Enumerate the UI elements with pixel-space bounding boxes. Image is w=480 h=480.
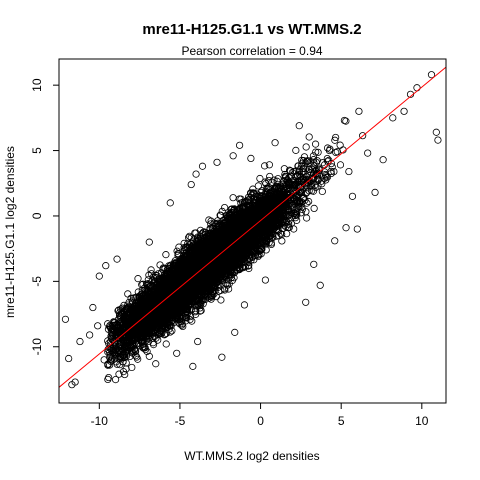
data-point [313, 174, 322, 182]
data-point [254, 182, 262, 190]
data-point [128, 363, 136, 372]
data-point [162, 340, 170, 348]
x-axis-label: WT.MMS.2 log2 densities [184, 449, 319, 463]
data-point [312, 148, 320, 156]
chart-subtitle: Pearson correlation = 0.94 [181, 44, 322, 58]
data-point [261, 178, 269, 186]
data-point [280, 165, 288, 173]
data-point [332, 148, 340, 157]
data-point [229, 194, 237, 202]
data-point [162, 251, 170, 259]
data-point [286, 167, 295, 175]
points-layer [104, 117, 372, 384]
data-point [185, 232, 194, 240]
data-point [188, 317, 196, 325]
data-point [261, 162, 269, 170]
data-point [336, 161, 345, 169]
data-point [302, 143, 310, 151]
data-point [106, 361, 114, 369]
data-point [311, 140, 320, 148]
data-point [217, 296, 225, 304]
data-point [179, 322, 187, 331]
data-point [323, 144, 332, 152]
y-axis-label: mre11-H125.G1.1 log2 densities [3, 146, 17, 318]
data-point [305, 133, 313, 141]
data-point [134, 275, 142, 283]
data-point [310, 204, 318, 212]
data-point [331, 136, 339, 144]
chart-title: mre11-H125.G1.1 vs WT.MMS.2 [142, 21, 361, 38]
data-point [124, 290, 132, 298]
